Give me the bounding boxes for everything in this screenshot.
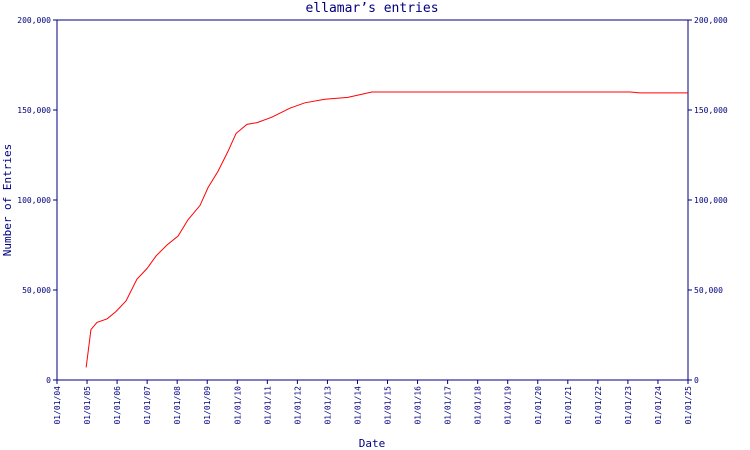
x-tick-label: 01/01/15 xyxy=(384,386,393,425)
x-tick-label: 01/01/07 xyxy=(143,386,152,425)
y-tick-label: 0 xyxy=(46,376,51,385)
y2-tick-label: 50,000 xyxy=(694,286,723,295)
x-tick-label: 01/01/06 xyxy=(113,386,122,425)
y-tick-label: 150,000 xyxy=(17,106,51,115)
x-tick-label: 01/01/21 xyxy=(564,386,573,425)
y-tick-label: 100,000 xyxy=(17,196,51,205)
plot-frame xyxy=(56,19,689,381)
chart-title: ellamar’s entries xyxy=(305,1,438,16)
x-tick-label: 01/01/11 xyxy=(263,386,272,425)
x-tick-label: 01/01/04 xyxy=(53,386,62,425)
x-tick-label: 01/01/12 xyxy=(293,386,302,425)
x-tick-label: 01/01/25 xyxy=(684,386,693,425)
y2-tick-label: 100,000 xyxy=(694,196,728,205)
y-tick-label: 200,000 xyxy=(17,16,51,25)
x-tick-label: 01/01/24 xyxy=(654,386,663,425)
x-tick-label: 01/01/09 xyxy=(203,386,212,425)
x-tick-label: 01/01/13 xyxy=(323,386,332,425)
x-axis-label: Date xyxy=(359,437,386,450)
y-axis-label: Number of Entries xyxy=(1,144,14,257)
y-tick-label: 50,000 xyxy=(22,286,51,295)
x-tick-label: 01/01/16 xyxy=(414,386,423,425)
x-tick-label: 01/01/22 xyxy=(594,386,603,425)
x-tick-label: 01/01/08 xyxy=(173,386,182,425)
y2-tick-label: 0 xyxy=(694,376,699,385)
data-line xyxy=(85,91,688,368)
y2-tick-label: 200,000 xyxy=(694,16,728,25)
x-tick-label: 01/01/17 xyxy=(444,386,453,425)
x-tick-label: 01/01/05 xyxy=(83,386,92,425)
x-tick-label: 01/01/10 xyxy=(233,386,242,425)
x-tick-label: 01/01/18 xyxy=(474,386,483,425)
x-tick-label: 01/01/20 xyxy=(534,386,543,425)
x-tick-label: 01/01/19 xyxy=(504,386,513,425)
x-tick-label: 01/01/23 xyxy=(624,386,633,425)
y2-tick-label: 150,000 xyxy=(694,106,728,115)
x-tick-label: 01/01/14 xyxy=(353,386,362,425)
